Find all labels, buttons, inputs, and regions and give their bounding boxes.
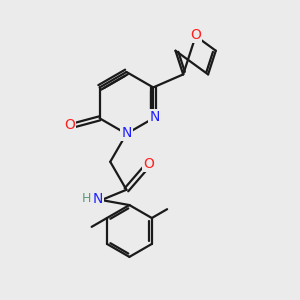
Text: O: O xyxy=(143,157,154,171)
Text: N: N xyxy=(149,110,160,124)
Text: O: O xyxy=(190,28,201,42)
Text: N: N xyxy=(121,126,132,140)
Text: O: O xyxy=(64,118,75,132)
Text: H: H xyxy=(81,192,91,205)
Text: N: N xyxy=(92,192,103,206)
